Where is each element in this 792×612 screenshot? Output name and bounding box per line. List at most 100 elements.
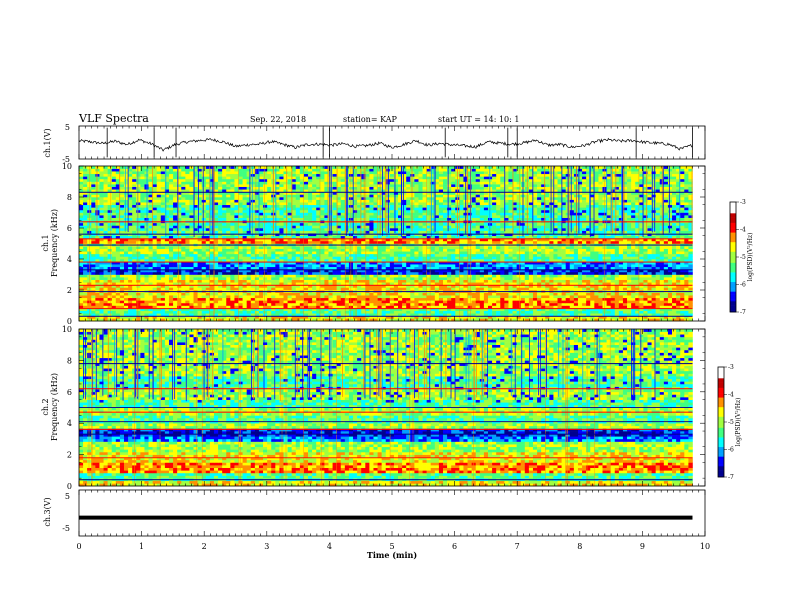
spectrogram-cell (144, 238, 149, 242)
spectrogram-cell (479, 253, 485, 257)
spectrogram-cell (406, 282, 411, 286)
spectrogram-cell (545, 279, 550, 283)
spectrogram-cell (340, 261, 346, 265)
spectrogram-cell (152, 302, 158, 306)
spectrogram-cell (549, 300, 554, 304)
spectrogram-cell (250, 300, 256, 304)
spectrogram-cell (455, 274, 460, 278)
spectrogram-cell (467, 261, 472, 265)
spectrogram-cell (340, 313, 346, 317)
spectrogram-cell (647, 274, 652, 278)
spectrogram-cell (520, 295, 526, 299)
spectrogram-cell (549, 282, 554, 286)
spectrogram-cell (643, 256, 648, 260)
spectrogram-cell (520, 264, 526, 268)
spectrogram-cell (275, 248, 280, 252)
spectrogram-cell (667, 308, 673, 311)
spectrogram-cell (663, 271, 669, 275)
spectrogram-cell (254, 266, 260, 270)
spectrogram-cell (672, 284, 677, 288)
spectrogram-cell (205, 284, 211, 288)
spectrogram-cell (622, 271, 628, 275)
spectrogram-cell (201, 308, 207, 311)
spectrogram-cell (684, 279, 689, 283)
spectrogram-cell (99, 282, 104, 286)
spectrogram-cell (651, 292, 656, 296)
spectrogram-cell (438, 279, 444, 283)
spectrogram-cell (156, 246, 162, 249)
spectrogram-cell (393, 279, 399, 283)
spectrogram-cell (594, 292, 599, 296)
spectrogram-cell (553, 253, 558, 257)
spectrogram-cell (618, 264, 624, 268)
spectrogram-cell (271, 274, 276, 278)
spectrogram-cell (516, 248, 522, 252)
spectrogram-cell (209, 261, 215, 265)
spectrogram-cell (119, 302, 125, 306)
spectrogram-cell (410, 284, 415, 288)
spectrogram-cell (271, 305, 276, 309)
spectrogram-cell (463, 282, 468, 286)
spectrogram-cell (267, 259, 272, 262)
spectrogram-cell (132, 310, 137, 314)
spectrogram-cell (193, 264, 198, 268)
spectrogram-cell (234, 287, 239, 291)
spectrogram-cell (340, 302, 346, 306)
spectrogram-cell (586, 300, 591, 304)
spectrogram-cell (173, 238, 178, 242)
spectrogram-cell (111, 238, 117, 242)
spectrogram-cell (238, 253, 243, 257)
spectrogram-cell (287, 315, 292, 319)
spectrogram-cell (618, 271, 624, 275)
spectrogram-cell (663, 259, 669, 262)
spectrogram-cell (177, 287, 182, 291)
spectrogram-cell (91, 297, 96, 301)
spectrogram-cell (659, 274, 665, 278)
spectrogram-cell (577, 315, 583, 319)
spectrogram-cell (177, 292, 182, 296)
spectrogram-cell (385, 277, 391, 280)
spectrogram-cell (618, 297, 624, 301)
spectrogram-cell (389, 251, 395, 255)
spectrogram-cell (156, 261, 162, 265)
spectrogram-cell (279, 266, 284, 270)
spectrogram-cell (312, 261, 317, 265)
spectrogram-cell (684, 248, 689, 252)
spectrogram-cell (381, 246, 387, 249)
spectrogram-cell (234, 305, 239, 309)
spectrogram-cell (549, 238, 554, 242)
spectrogram-cell (144, 246, 149, 249)
spectrogram-cell (537, 266, 542, 270)
spectrogram-cell (569, 256, 575, 260)
spectrogram-cell (455, 264, 460, 268)
spectrogram-cell (279, 305, 284, 309)
spectrogram-cell (590, 277, 595, 280)
spectrogram-cell (79, 271, 84, 275)
spectrogram-cell (332, 277, 337, 280)
spectrogram-cell (667, 279, 673, 283)
spectrogram-cell (168, 277, 174, 280)
spectrogram-cell (189, 287, 194, 291)
spectrogram-cell (316, 277, 321, 280)
spectrogram-cell (353, 295, 358, 299)
spectrogram-cell (406, 259, 411, 262)
spectrogram-cell (205, 315, 211, 319)
spectrogram-cell (357, 240, 362, 244)
spectrogram-cell (107, 277, 113, 280)
spectrogram-cell (659, 287, 665, 291)
spectrogram-cell (361, 315, 366, 319)
spectrogram-cell (406, 256, 411, 260)
spectrogram-cell (173, 313, 178, 317)
spectrogram-cell (119, 256, 125, 260)
spectrogram-cell (365, 297, 370, 301)
spectrogram-cell (344, 308, 350, 311)
spectrogram-cell (447, 313, 452, 317)
spectrogram-cell (496, 284, 501, 288)
spectrogram-cell (246, 248, 252, 252)
spectrogram-cell (573, 248, 579, 252)
spectrogram-cell (569, 313, 575, 317)
spectrogram-cell (528, 266, 534, 270)
spectrogram-cell (279, 251, 284, 255)
spectrogram-cell (463, 246, 468, 249)
spectrogram-cell (647, 302, 652, 306)
